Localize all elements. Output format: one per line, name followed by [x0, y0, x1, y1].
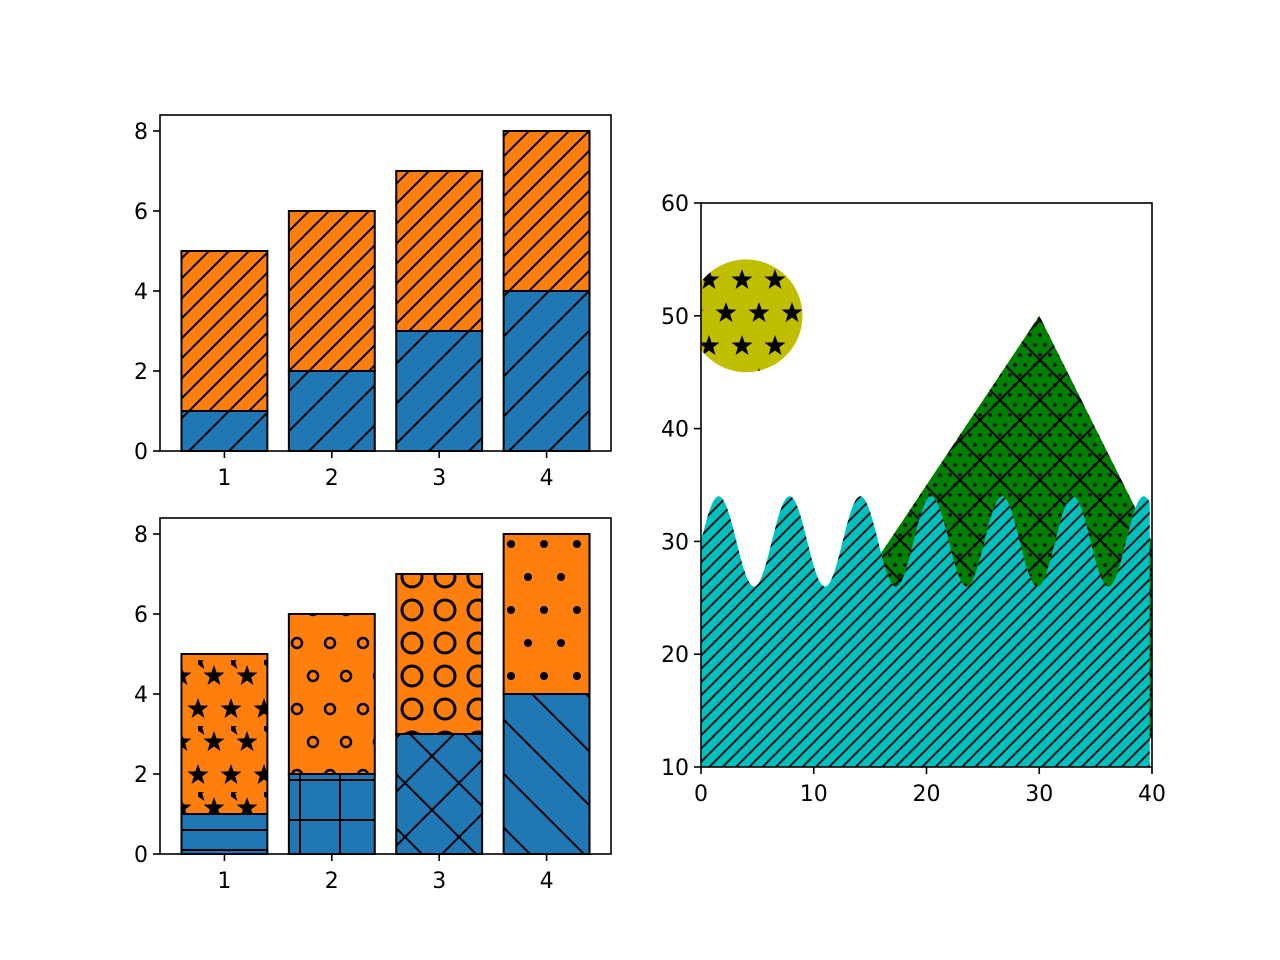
x-tick-label: 30 [1025, 782, 1053, 807]
y-tick-label: 60 [661, 192, 689, 217]
bar-hatch [395, 330, 484, 452]
x-tick-label: 20 [913, 782, 941, 807]
y-tick-label: 8 [134, 120, 148, 145]
bar-hatch [287, 370, 376, 452]
y-tick-label: 10 [661, 756, 689, 781]
bar-hatch [287, 210, 376, 372]
plot-area [701, 259, 1152, 767]
y-tick-label: 4 [134, 683, 148, 708]
y-tick-label: 6 [134, 603, 148, 628]
x-tick-label: 1 [217, 869, 231, 894]
y-tick-label: 8 [134, 523, 148, 548]
axes-frame [159, 114, 612, 452]
y-tick-label: 30 [661, 530, 689, 555]
bar-hatch [502, 693, 591, 855]
x-tick-label: 2 [325, 466, 339, 491]
x-tick-label: 4 [540, 466, 554, 491]
y-tick-label: 0 [134, 843, 148, 868]
y-tick-label: 20 [661, 643, 689, 668]
bottom-bar-axes: 1 2 3 4 0 2 4 6 8 [134, 517, 612, 894]
sine-fill-hatch [701, 496, 1150, 767]
bar-hatch [502, 533, 591, 695]
top-bar-axes: 1 2 3 4 0 2 4 6 8 [134, 114, 612, 491]
y-tick-label: 50 [661, 305, 689, 330]
y-tick-label: 40 [661, 418, 689, 443]
y-tick-label: 2 [134, 360, 148, 385]
x-tick-label: 3 [432, 466, 446, 491]
x-tick-label: 1 [217, 466, 231, 491]
y-tick-label: 2 [134, 763, 148, 788]
y-tick-label: 4 [134, 280, 148, 305]
x-tick-label: 3 [432, 869, 446, 894]
axes-frame [159, 517, 612, 855]
bar-hatch [180, 410, 269, 452]
yellow-circle-hatch [701, 259, 803, 373]
bar-hatch [180, 813, 269, 855]
bar-hatch [395, 733, 484, 855]
bar-hatch [287, 773, 376, 855]
x-tick-label: 40 [1138, 782, 1166, 807]
bar-hatch [180, 653, 269, 815]
x-tick-label: 2 [325, 869, 339, 894]
bar-hatch [287, 613, 376, 775]
x-tick-label: 10 [800, 782, 828, 807]
bar-hatch [502, 290, 591, 452]
bar-hatch [395, 170, 484, 332]
bar-hatch [502, 130, 591, 292]
x-tick-label: 4 [540, 869, 554, 894]
x-tick-label: 0 [694, 782, 708, 807]
y-tick-label: 6 [134, 200, 148, 225]
bar-hatch [395, 573, 484, 735]
y-tick-label: 0 [134, 440, 148, 465]
bar-hatch [180, 250, 269, 412]
